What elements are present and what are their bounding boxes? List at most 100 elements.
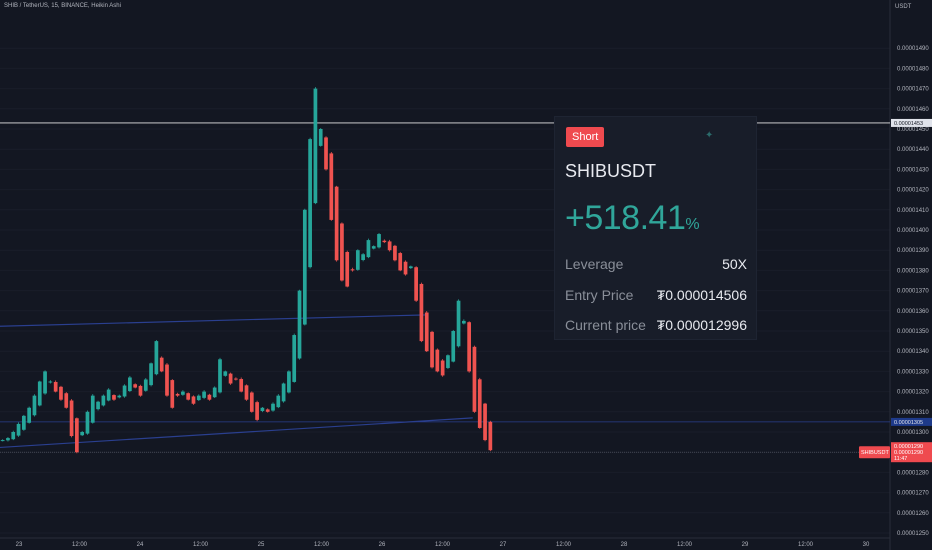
candle-body [313,88,318,204]
y-tick-label: 0.00001380 [897,268,929,274]
candle-body [101,395,106,406]
entry-price-label: Entry Price [565,287,634,303]
candle-body [287,371,291,393]
candle-body [64,393,69,408]
y-tick-label: 0.00001320 [897,390,929,396]
pnl-percent: +518.41% [565,199,700,238]
y-tick-label: 0.00001440 [897,147,929,153]
candle-body [53,381,58,392]
candle-body [159,357,164,372]
y-tick-label: 0.00001310 [897,410,929,416]
y-tick-label: 0.00001360 [897,309,929,315]
candle-body [424,312,429,352]
candle-body [329,153,334,220]
candle-body [387,241,392,251]
candle-body [59,386,63,400]
candle-body [456,300,461,347]
price-label-red [891,442,932,463]
candle-body [106,389,111,401]
candle-body [202,391,206,398]
candle-body [16,423,21,436]
candle-body [37,381,42,406]
candle-body [43,371,47,394]
candle-body [196,395,201,401]
leverage-label: Leverage [565,256,624,272]
candle-body [398,253,403,271]
candle-body [85,411,90,434]
candle-body [154,341,159,375]
candle-body [96,401,100,410]
x-tick-label: 12:00 [556,542,572,548]
y-tick-label: 0.00001280 [897,470,929,476]
x-tick-label: 25 [258,542,265,548]
candle-body [435,349,440,372]
x-tick-label: 12:00 [677,542,693,548]
candle-body [403,261,408,275]
candle-body [249,392,254,412]
candle-body [6,438,10,441]
y-tick-label: 0.00001470 [897,87,929,93]
pnl-value: +518.41 [565,199,686,237]
candle-body [382,240,387,243]
candle-body [133,384,138,388]
price-label-red-text: 0.00001290 [894,450,923,456]
candle-body [255,402,259,420]
y-tick-label: 0.00001400 [897,228,929,234]
candle-body [477,379,482,428]
price-label-blue-text: 0.00001305 [894,420,923,426]
y-tick-label: 0.00001300 [897,430,929,436]
y-tick-label: 0.00001450 [897,127,929,133]
y-tick-label: 0.00001480 [897,66,929,72]
candle-body [228,373,233,384]
candle-body [112,395,116,400]
candle-body [218,359,222,393]
candle-body [260,407,265,412]
candle-body [191,396,196,404]
x-tick-label: 24 [137,542,144,548]
candle-body [419,283,424,342]
candle-body [276,395,281,408]
candle-body [90,395,95,423]
candle-body [149,363,153,386]
candle-body [393,245,397,261]
candle-body [324,137,328,170]
entry-price-value: ₮0.000014506 [656,287,747,303]
candle-body [244,385,249,400]
candle-body [281,383,286,402]
candle-body [488,421,493,451]
y-tick-label: 0.00001390 [897,248,929,254]
candle-body [265,409,270,412]
y-tick-label: 0.00001330 [897,369,929,375]
candle-body [80,432,85,436]
candle-body [472,346,477,412]
candle-body [371,246,376,249]
candle-body [440,360,445,376]
candle-body [292,335,297,382]
candle-body [117,395,122,398]
candle-body [165,364,169,396]
candle-body [170,380,175,408]
candle-body [32,395,37,416]
candle-body [430,331,434,368]
y-tick-label: 0.00001430 [897,167,929,173]
candle-body [414,267,418,301]
candle-body [467,322,472,372]
candle-body [483,403,487,441]
candle-body [175,393,180,396]
candle-body [239,379,244,392]
candle-body [122,385,127,397]
candle-body [69,400,74,437]
candle-body [138,385,143,396]
candle-body [223,371,228,376]
price-label-red-text: 0.00001290 [894,444,923,450]
x-tick-label: 12:00 [435,542,451,548]
x-tick-label: 12:00 [193,542,209,548]
candle-body [451,331,456,362]
candle-body [21,415,26,430]
candle-body [212,387,217,398]
y-tick-label: 0.00001260 [897,511,929,517]
candle-body [345,251,350,287]
lower-trendline [0,417,473,449]
candle-body [302,209,307,325]
